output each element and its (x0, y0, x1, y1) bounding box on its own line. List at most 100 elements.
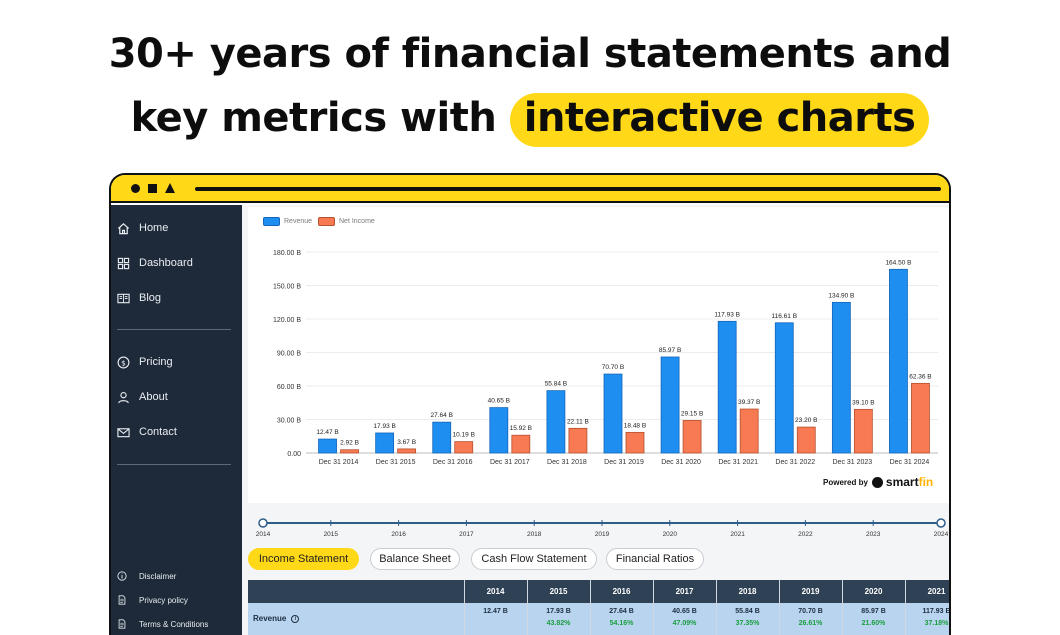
smartfin-logo-icon (871, 476, 883, 488)
column-header-year[interactable]: 2018 (738, 587, 757, 596)
bar-revenue[interactable] (831, 301, 851, 454)
column-header-year[interactable]: 2019 (801, 587, 820, 596)
smartfin-brand[interactable]: smartfin (886, 475, 933, 489)
bar-revenue[interactable] (603, 373, 623, 454)
chart-card: Revenue Net Income 0.00 30.00 B 60.00 B 90.… (248, 207, 949, 503)
column-header-year[interactable]: 2015 (549, 587, 568, 596)
sidebar-item-label: Home (139, 222, 169, 234)
year-range-slider[interactable]: 2014 2015 2016 2017 2018 2019 2020 2021 2022 2023… (242, 513, 951, 543)
powered-by: Powered by smartfin (823, 475, 933, 489)
tab-income-statement[interactable]: Income Statement (248, 548, 359, 570)
tab-financial-ratios[interactable]: Financial Ratios (606, 548, 704, 570)
legend-swatch-revenue[interactable] (263, 217, 280, 226)
sidebar-item-home[interactable]: Home (117, 218, 168, 238)
data-label-revenue: 134.90 B (828, 292, 854, 299)
bar-revenue[interactable] (546, 390, 566, 454)
bar-revenue[interactable] (432, 421, 452, 454)
row-label-revenue: Revenue i (253, 614, 300, 623)
cell-value: 12.47 B (483, 608, 508, 615)
bar-net-income[interactable] (853, 408, 873, 454)
bar-revenue[interactable] (717, 320, 737, 454)
svg-text:$: $ (121, 358, 126, 367)
bar-net-income[interactable] (739, 408, 759, 454)
bar-revenue[interactable] (774, 322, 794, 454)
y-tick-label: 0.00 (287, 451, 301, 458)
slider-year-label: 2018 (527, 531, 542, 538)
data-label-revenue: 116.61 B (771, 313, 797, 320)
sidebar-link-terms[interactable]: Terms & Conditions (117, 617, 208, 631)
cell-value: 55.84 B (735, 608, 760, 615)
cell-value: 17.93 B (546, 608, 571, 615)
tab-cash-flow-statement[interactable]: Cash Flow Statement (471, 548, 597, 570)
slider-handle-start[interactable] (258, 518, 268, 528)
document-icon (118, 595, 126, 605)
sidebar: Home Dashboard Blog $ Pricing About Cont… (111, 205, 242, 635)
mail-icon (117, 427, 130, 437)
bar-net-income[interactable] (511, 434, 531, 454)
table-row[interactable]: Revenue i 12.47 B 17.93 B 43.82% 27.64 B 54.1… (248, 603, 951, 635)
bar-net-income[interactable] (796, 426, 816, 454)
data-label-net-income: 39.37 B (738, 399, 760, 406)
cell-value: 117.93 B (922, 608, 951, 615)
titlebar-line (195, 187, 941, 191)
column-header-year[interactable]: 2014 (486, 587, 505, 596)
sidebar-link-disclaimer[interactable]: Disclaimer (117, 569, 176, 583)
column-header-year[interactable]: 2020 (864, 587, 883, 596)
bar-net-income[interactable] (625, 431, 645, 454)
data-label-revenue: 70.70 B (602, 364, 624, 371)
brand-fin: fin (918, 475, 934, 489)
info-icon[interactable]: i (291, 614, 300, 623)
slider-year-label: 2019 (595, 531, 610, 538)
bar-net-income[interactable] (568, 427, 588, 454)
bar-revenue[interactable] (889, 268, 908, 454)
bar-net-income[interactable] (340, 449, 359, 454)
x-tick-label: Dec 31 2014 (319, 459, 359, 466)
column-header-year[interactable]: 2016 (612, 587, 631, 596)
sidebar-footer-label: Privacy policy (139, 595, 188, 605)
sidebar-item-label: Contact (139, 426, 177, 438)
column-separator (527, 580, 528, 635)
column-separator (779, 580, 780, 635)
column-header-year[interactable]: 2017 (675, 587, 694, 596)
cell-growth: 43.82% (546, 620, 571, 627)
column-separator (464, 580, 465, 635)
sidebar-divider (117, 329, 231, 330)
data-label-net-income: 23.20 B (795, 417, 817, 424)
y-tick-label: 30.00 B (277, 418, 301, 425)
slider-year-label: 2024 (934, 531, 949, 538)
sidebar-item-blog[interactable]: Blog (117, 288, 161, 308)
triangle-icon (165, 183, 175, 193)
legend-label-net-income[interactable]: Net Income (339, 218, 375, 225)
bar-net-income[interactable] (454, 441, 474, 454)
bar-net-income[interactable] (682, 420, 702, 454)
data-label-revenue: 27.64 B (431, 412, 453, 419)
data-label-revenue: 55.84 B (545, 381, 567, 388)
x-tick-label: Dec 31 2015 (376, 459, 416, 466)
sidebar-item-contact[interactable]: Contact (117, 422, 177, 442)
tab-balance-sheet[interactable]: Balance Sheet (370, 548, 460, 570)
sidebar-item-about[interactable]: About (117, 387, 168, 407)
column-header-year[interactable]: 2021 (927, 587, 946, 596)
column-separator (653, 580, 654, 635)
bar-revenue[interactable] (375, 432, 395, 454)
bar-net-income[interactable] (397, 448, 417, 454)
slider-handle-end[interactable] (936, 518, 946, 528)
data-label-net-income: 15.92 B (510, 425, 532, 432)
sidebar-item-pricing[interactable]: $ Pricing (117, 352, 173, 372)
legend-swatch-net-income[interactable] (318, 217, 335, 226)
bar-revenue[interactable] (660, 356, 680, 454)
sidebar-item-label: About (139, 391, 168, 403)
data-label-revenue: 117.93 B (714, 311, 740, 318)
headline-line-2: key metrics with interactive charts (0, 86, 1060, 150)
x-tick-label: Dec 31 2022 (775, 459, 815, 466)
sidebar-item-dashboard[interactable]: Dashboard (117, 253, 193, 273)
legend-label-revenue[interactable]: Revenue (284, 218, 313, 225)
slider-year-label: 2022 (798, 531, 813, 538)
bar-revenue[interactable] (489, 407, 509, 454)
bar-net-income[interactable] (911, 382, 930, 454)
sidebar-link-privacy-policy[interactable]: Privacy policy (117, 593, 188, 607)
bar-revenue[interactable] (318, 438, 337, 454)
cell-growth: 37.35% (735, 620, 760, 627)
book-icon (117, 293, 130, 303)
main-content: Revenue Net Income 0.00 30.00 B 60.00 B 90.… (242, 205, 951, 635)
